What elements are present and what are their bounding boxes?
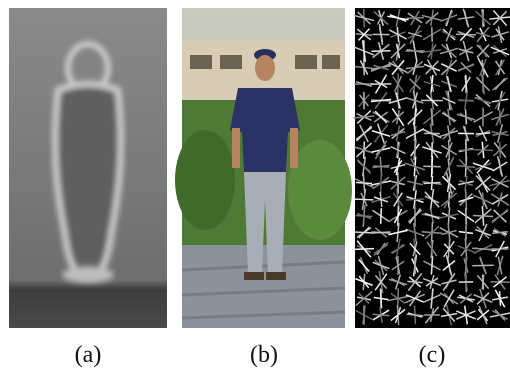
hog-stroke — [354, 249, 374, 250]
hog-stroke — [354, 232, 374, 233]
hog-stroke — [466, 209, 467, 224]
hog-stroke — [355, 199, 374, 200]
panel-c-image — [353, 8, 510, 328]
page: (a) (b) (c) (() => { const data = JSON.p… — [0, 0, 510, 374]
hog-stroke — [381, 172, 382, 194]
hog-stroke — [406, 199, 424, 200]
figure: (a) (b) (c) — [0, 0, 510, 374]
hog-stroke — [371, 51, 390, 52]
caption: (a) — [75, 342, 102, 368]
hog-stroke — [405, 51, 424, 52]
hog-stroke — [371, 232, 390, 233]
caption: (b) — [250, 342, 278, 368]
panel-a-image — [9, 8, 167, 328]
caption: (c) — [419, 342, 446, 368]
hog-stroke — [432, 241, 433, 257]
hog-stroke — [483, 192, 484, 206]
hog-stroke — [473, 215, 493, 216]
panel-b-image — [175, 8, 352, 328]
hog-stroke — [432, 27, 433, 42]
hog-stroke — [472, 265, 493, 266]
hog-stroke — [406, 18, 424, 19]
hog-stroke — [381, 208, 382, 224]
